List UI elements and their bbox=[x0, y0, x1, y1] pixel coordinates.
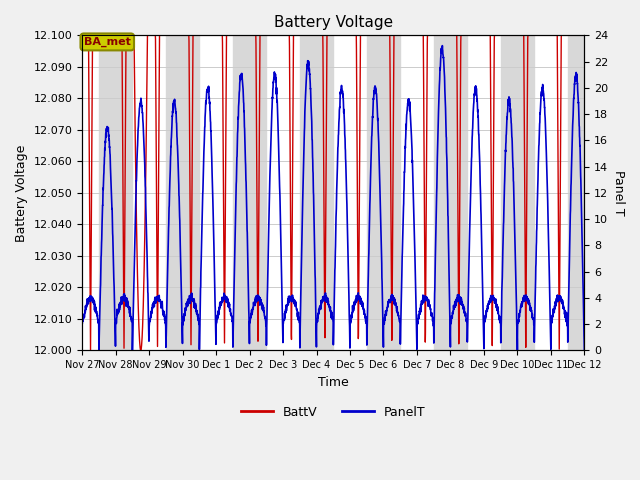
Bar bbox=[166, 36, 199, 350]
Bar bbox=[568, 36, 584, 350]
Title: Battery Voltage: Battery Voltage bbox=[274, 15, 393, 30]
Y-axis label: Battery Voltage: Battery Voltage bbox=[15, 144, 28, 241]
Y-axis label: Panel T: Panel T bbox=[612, 170, 625, 216]
Bar bbox=[434, 36, 467, 350]
Bar bbox=[300, 36, 333, 350]
Legend: BattV, PanelT: BattV, PanelT bbox=[236, 401, 430, 424]
X-axis label: Time: Time bbox=[318, 376, 349, 389]
Bar bbox=[99, 36, 132, 350]
Bar bbox=[233, 36, 266, 350]
Text: BA_met: BA_met bbox=[84, 37, 131, 47]
Bar bbox=[367, 36, 400, 350]
Bar bbox=[500, 36, 534, 350]
